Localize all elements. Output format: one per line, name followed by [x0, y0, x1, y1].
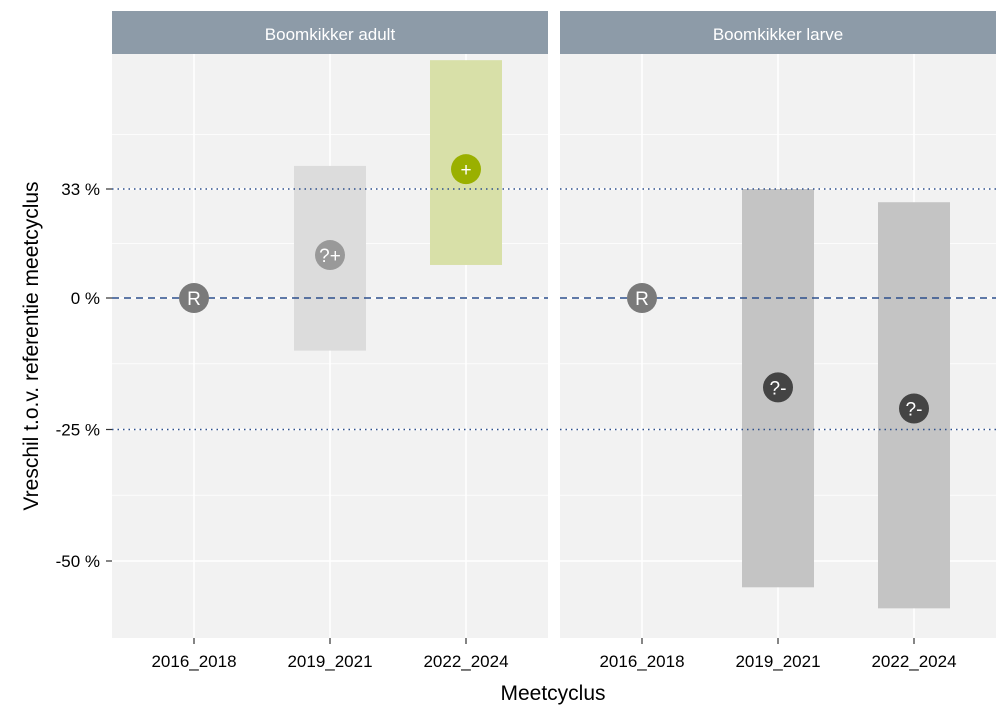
point-label: ?- — [906, 399, 923, 420]
point-marker — [315, 240, 345, 271]
x-axis-title: Meetcyclus — [500, 682, 605, 705]
point-marker — [179, 283, 209, 313]
x-tick-label: 2016_2018 — [599, 652, 684, 671]
point-marker — [451, 154, 481, 185]
x-tick-label: 2019_2021 — [287, 652, 372, 671]
y-tick-label: -25 % — [56, 421, 100, 440]
y-tick-label: -50 % — [56, 552, 100, 571]
point-label: ?- — [770, 378, 787, 399]
point-label: R — [187, 289, 201, 310]
point-label: R — [635, 289, 649, 310]
point-marker — [627, 283, 657, 313]
panels: Boomkikker adult R ?+ +2016_2018 2019_2021 20… — [112, 11, 996, 671]
y-axis-title: Vreschil t.o.v. referentie meetcyclus — [20, 181, 43, 510]
point-label: + — [460, 160, 471, 181]
y-tick-label: 0 % — [71, 289, 100, 308]
y-axis: 33 % 0 % -25 % -50 % — [56, 180, 112, 571]
facet-title: Boomkikker adult — [265, 25, 396, 44]
x-tick-label: 2022_2024 — [871, 652, 956, 671]
x-tick-label: 2016_2018 — [151, 652, 236, 671]
panel-1: Boomkikker adult R ?+ +2016_2018 2019_2021 20… — [112, 11, 548, 671]
x-tick-label: 2019_2021 — [735, 652, 820, 671]
facet-strip — [112, 11, 548, 54]
point-marker — [763, 372, 793, 403]
facet-title: Boomkikker larve — [713, 25, 843, 44]
facet-strip — [560, 11, 996, 54]
x-tick-label: 2022_2024 — [423, 652, 508, 671]
point-marker — [899, 393, 929, 424]
point-label: ?+ — [319, 246, 341, 267]
y-tick-label: 33 % — [61, 180, 100, 199]
panel-2: Boomkikker larve R ?- ?- 2016_2018 2019_2021 2… — [560, 11, 996, 671]
